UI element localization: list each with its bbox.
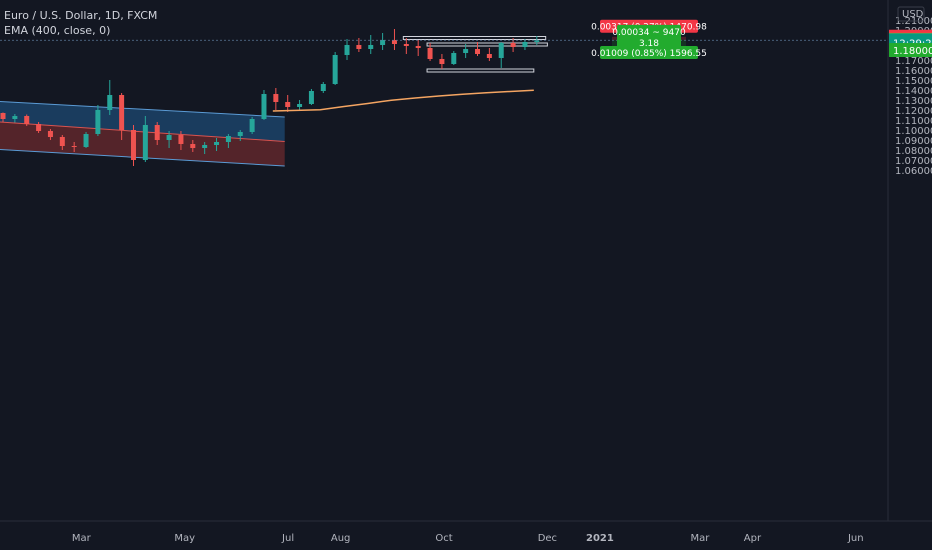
candle-body [297,104,303,107]
candle-body [356,45,362,49]
candle-body [24,116,30,124]
candle-body [0,113,6,119]
candle-body [202,145,208,148]
position-center-label: 0.00034 ~ 9470 [612,28,686,38]
price-badge: 1.18000 [893,46,932,57]
currency-box [897,6,925,22]
candle-body [130,130,136,160]
time-tick-label: Oct [435,533,452,544]
candle-body [71,146,77,147]
candle-body [368,45,374,49]
candle-body [166,135,172,140]
candle-body [344,45,350,55]
candle-body [225,136,231,142]
time-tick-label: Mar [690,533,710,544]
time-tick-label: 2021 [586,533,614,544]
candle-body [332,55,338,84]
candle-body [403,44,409,46]
candle-body [178,135,184,144]
candle-body [214,142,220,145]
candle-body [463,49,469,53]
channel-upper-line [0,101,285,118]
candle-body [107,95,113,110]
price-tick-label: 1.15000 [895,76,932,87]
candle-body [237,132,243,136]
ema-indicator-label[interactable]: EMA (400, close, 0) [4,24,111,37]
price-tick-label: 1.12000 [895,106,932,117]
price-tick-label: 1.13000 [895,96,932,107]
position-center-label: 3.18 [639,39,659,49]
candle-body [95,110,101,134]
candle-body [439,59,445,64]
time-tick-label: May [174,533,195,544]
candle-body [190,144,196,148]
chart-legend: Euro / U.S. Dollar, 1D, FXCM EMA (400, c… [4,8,157,38]
price-tick-label: 1.06000 [895,166,932,177]
currency-label: USD [902,9,924,20]
channel-mid-line [0,121,285,142]
time-tick-label: Apr [744,533,762,544]
candle-body [36,124,42,131]
candle-body [510,43,516,47]
position-stop-label-bg [600,46,698,59]
price-tick-label: 1.10000 [895,126,932,137]
time-tick-label: Dec [538,533,557,544]
candle-body [308,91,314,104]
candle-body [83,134,89,147]
price-tick-label: 1.07000 [895,156,932,167]
time-tick-label: Jun [847,533,864,544]
channel-upper-zone [0,101,285,142]
time-tick-label: Mar [72,533,92,544]
range-box-1 [426,42,548,47]
price-tick-label: 1.16000 [895,66,932,77]
candle-body [261,94,267,119]
candle-body [285,102,291,107]
candle-body [154,125,160,140]
position-center-label-bg [617,24,681,49]
candle-body [249,119,255,132]
candle-body [320,84,326,91]
range-box-2 [426,68,535,73]
candle-body [415,46,421,48]
candle-body [498,43,504,58]
candle-body [522,42,528,47]
candle-body [119,95,125,130]
candle-body [427,48,433,59]
candle-body [12,116,18,119]
position-stop-label: 0.01009 (0.85%) 1596.55 [591,49,707,59]
price-badge-bg [889,43,932,57]
channel-lower-zone [0,122,285,166]
candle-body [380,40,386,45]
candle-body [273,94,279,102]
time-tick-label: Jul [281,533,294,544]
time-tick-label: Aug [331,533,351,544]
ema-400-line [272,89,534,112]
price-tick-label: 1.11000 [895,116,932,127]
candle-body [475,49,481,54]
candle-body [534,40,540,42]
candle-body [451,53,457,64]
price-tick-label: 1.08000 [895,146,932,157]
candle-body [47,131,53,137]
price-tick-label: 1.17000 [895,56,932,67]
symbol-title[interactable]: Euro / U.S. Dollar, 1D, FXCM [4,9,158,22]
plot-background [0,0,888,521]
price-tick-label: 1.09000 [895,136,932,147]
price-tick-label: 1.14000 [895,86,932,97]
candle-body [391,40,397,44]
candle-body [486,54,492,58]
range-box-0 [402,36,547,40]
candle-body [59,137,65,146]
channel-lower-line [0,149,285,167]
candle-body [142,125,148,160]
